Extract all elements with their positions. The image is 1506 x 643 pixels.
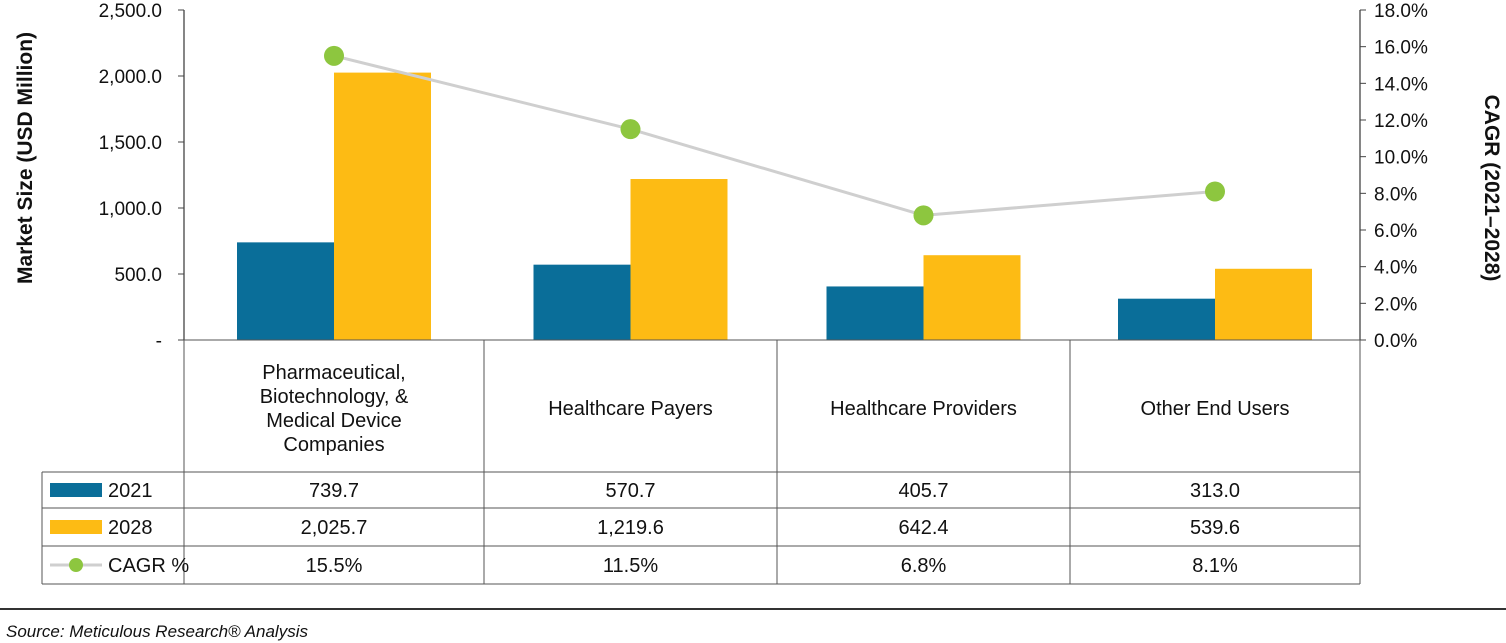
category-label-line: Healthcare Providers [830,398,1017,420]
cagr-line [324,45,1225,226]
legend-marker-cagr [69,558,83,572]
bars [237,72,1312,340]
category-label-line: Biotechnology, & [260,386,409,408]
bar-2028-0 [334,72,431,340]
legend-swatch-2028 [50,520,102,534]
right-tick-label: 0.0% [1374,331,1417,352]
category-label-line: Healthcare Payers [548,398,713,420]
left-axis-ticks: - 500.0 1,000.0 1,500.0 2,000.0 2,500.0 [99,1,184,352]
left-tick-label: 1,000.0 [99,199,162,220]
bar-2021-0 [237,242,334,340]
table-cell: 6.8% [901,555,947,577]
bar-2028-1 [630,179,728,340]
right-tick-label: 14.0% [1374,74,1428,95]
category-label: Other End Users [1141,398,1290,420]
legend-label: 2028 [108,517,153,539]
right-tick-label: 16.0% [1374,38,1428,59]
right-tick-label: 6.0% [1374,221,1417,242]
cagr-point-1 [620,119,641,140]
table-cell: 739.7 [309,480,359,502]
bar-2021-2 [826,286,924,340]
axes [183,10,1361,340]
category-label: Healthcare Providers [830,398,1017,420]
category-label-line: Medical Device [266,410,402,432]
bar-2021-3 [1118,298,1215,340]
table-cell: 642.4 [898,517,948,539]
table-cell: 313.0 [1190,480,1240,502]
right-tick-label: 2.0% [1374,294,1417,315]
bar-2028-2 [923,255,1021,340]
table-cell: 570.7 [605,480,655,502]
right-tick-label: 10.0% [1374,148,1428,169]
left-tick-label: - [156,331,162,352]
table-cell: 11.5% [603,555,658,577]
left-tick-label: 2,500.0 [99,1,162,22]
data-table: Pharmaceutical, Biotechnology, & Medical D… [41,339,1361,585]
table-cell: 539.6 [1190,517,1240,539]
table-cell: 2,025.7 [301,517,368,539]
right-tick-label: 4.0% [1374,258,1417,279]
cagr-point-3 [1205,181,1225,202]
legend-label: 2021 [108,480,153,502]
left-tick-label: 2,000.0 [99,67,162,88]
category-label-line: Pharmaceutical, [262,362,405,384]
bar-2021-1 [533,264,631,340]
right-tick-label: 8.0% [1374,184,1417,205]
source-note: Source: Meticulous Research® Analysis [6,622,308,641]
category-label-line: Other End Users [1141,398,1290,420]
legend-label: CAGR % [108,555,189,577]
cagr-point-0 [324,45,344,66]
right-axis-ticks: 0.0% 2.0% 4.0% 6.0% 8.0% 10.0% 12.0% 14.0% 16.0%… [1360,1,1428,352]
left-tick-label: 1,500.0 [99,133,162,154]
left-tick-label: 500.0 [114,265,162,286]
right-axis-title: CAGR (2021–2028) [1480,95,1503,282]
left-axis-title: Market Size (USD Million) [14,32,37,284]
legend-swatch-2021 [50,483,102,497]
cagr-polyline [333,54,1216,217]
cagr-point-2 [913,205,934,226]
category-label-line: Companies [283,434,384,456]
table-cell: 8.1% [1192,555,1238,577]
table-cell: 405.7 [898,480,948,502]
table-cell: 15.5% [306,555,363,577]
right-tick-label: 18.0% [1374,1,1428,22]
category-label: Healthcare Payers [548,398,713,420]
bar-2028-3 [1215,268,1312,340]
category-label: Pharmaceutical, Biotechnology, & Medical D… [260,362,409,456]
right-tick-label: 12.0% [1374,111,1428,132]
table-cell: 1,219.6 [597,517,664,539]
